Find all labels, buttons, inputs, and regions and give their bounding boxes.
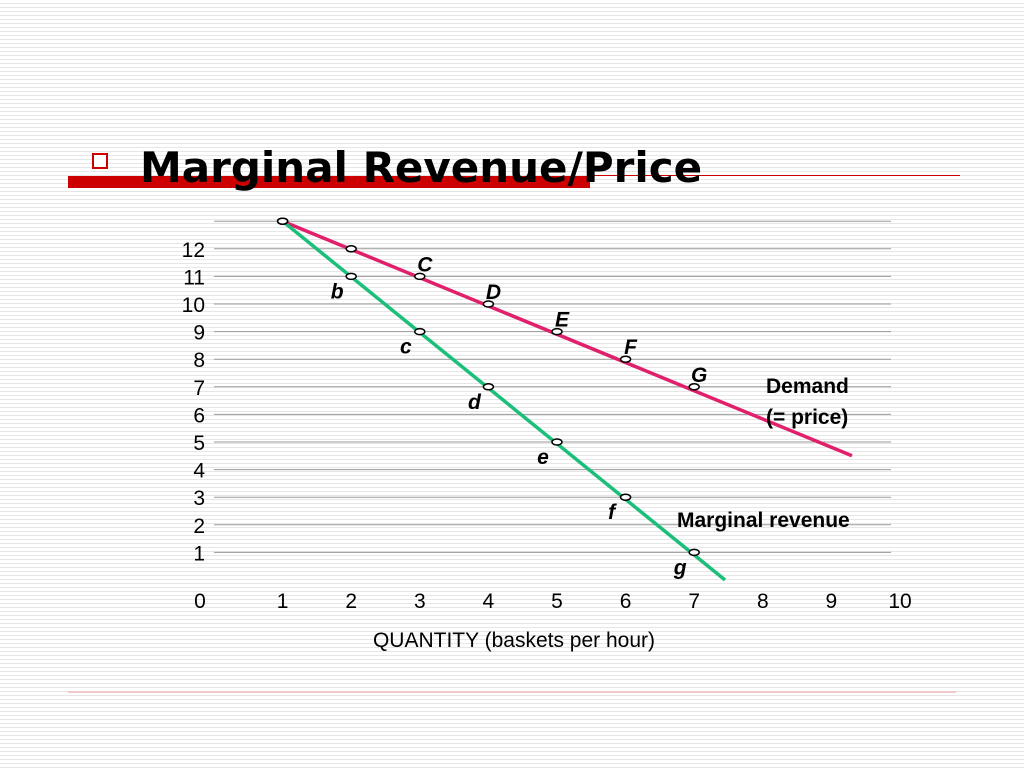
x-tick-label: 3	[414, 590, 426, 613]
point-label: g	[673, 556, 687, 579]
data-point	[276, 217, 289, 225]
point-label: d	[468, 391, 482, 414]
data-point	[551, 327, 563, 336]
data-point	[551, 438, 563, 446]
demand-label: Demand	[766, 375, 849, 398]
point-label: D	[486, 281, 501, 304]
y-tick-label: 7	[193, 377, 205, 400]
y-tick-label: 3	[193, 487, 205, 510]
x-tick-label: 10	[888, 590, 911, 613]
data-point	[414, 327, 426, 336]
title-rule	[590, 175, 960, 176]
point-label: c	[400, 336, 412, 359]
data-point	[482, 383, 495, 391]
x-tick-label: 2	[345, 590, 357, 613]
point-label: G	[691, 364, 707, 387]
data-point	[619, 493, 632, 501]
data-point	[482, 300, 495, 308]
title-underline-bar	[68, 176, 590, 188]
point-labels: C D E F Gb c d e f g	[331, 253, 708, 579]
data-point	[345, 272, 357, 281]
y-tick-label: 5	[193, 432, 205, 455]
x-axis-label: QUANTITY (baskets per hour)	[373, 629, 655, 652]
x-tick-label: 4	[483, 590, 495, 613]
x-tick-label: 1	[277, 590, 289, 613]
data-point	[688, 383, 700, 391]
y-tick-label: 10	[182, 294, 205, 317]
point-label: F	[624, 336, 638, 359]
footer-rule	[68, 691, 956, 693]
x-tick-label: 7	[688, 590, 700, 613]
x-tick-label: 9	[826, 590, 838, 613]
x-tick-label: 0	[194, 590, 206, 613]
data-point	[345, 245, 357, 253]
data-point	[619, 355, 632, 363]
demand-line	[281, 219, 853, 458]
slide-title: Marginal Revenue/Price	[140, 143, 703, 192]
data-point	[414, 272, 426, 281]
point-label: b	[331, 280, 344, 303]
x-tick-label: 5	[551, 590, 563, 613]
x-tick-label: 8	[757, 590, 769, 613]
point-label: f	[608, 501, 617, 524]
marginal-revenue-label: Marginal revenue	[677, 509, 850, 532]
point-label: E	[555, 309, 570, 332]
y-tick-label: 2	[193, 515, 205, 538]
y-tick-label: 6	[193, 404, 205, 427]
y-tick-label: 12	[182, 239, 205, 262]
data-point	[688, 548, 700, 557]
y-tick-label: 11	[183, 266, 205, 289]
x-tick-label: 6	[620, 590, 632, 613]
y-tick-label: 9	[193, 322, 205, 345]
point-label: C	[417, 253, 433, 276]
x-tick-labels: 0 1 2 3 4 5 6 7 8 9 10	[194, 590, 912, 613]
point-label: e	[537, 446, 549, 469]
y-tick-label: 1	[193, 542, 205, 565]
square-bullet-icon	[92, 153, 108, 169]
demand-label-sub: (= price)	[766, 406, 848, 429]
y-tick-label: 4	[193, 460, 205, 483]
series-markers	[276, 217, 700, 557]
y-tick-label: 8	[193, 349, 205, 372]
series-labels: Demand (= price) Marginal revenue	[677, 375, 850, 532]
marginal-revenue-line	[281, 219, 727, 582]
series-lines	[281, 219, 853, 582]
